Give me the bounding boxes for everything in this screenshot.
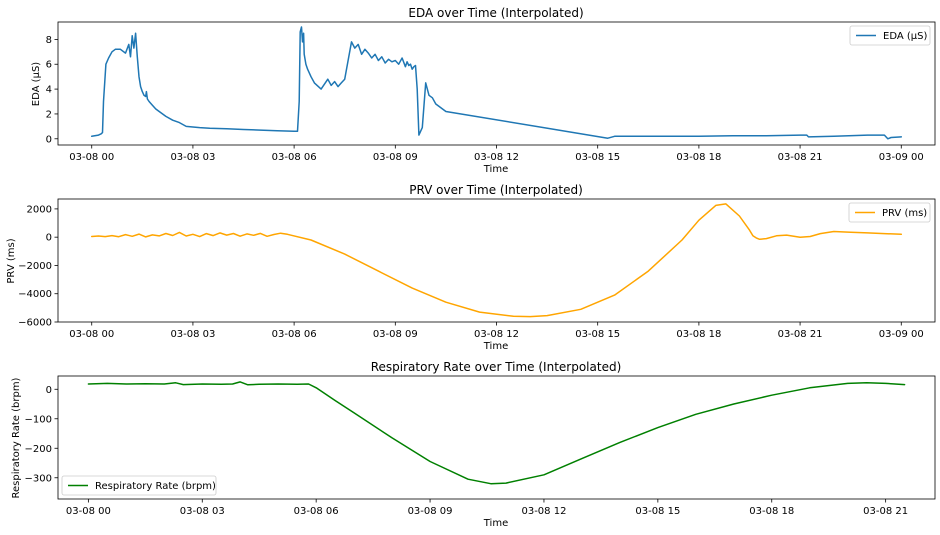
prv-legend: PRV (ms): [848, 202, 931, 223]
eda-x-tick-label: 03-08 03: [170, 152, 215, 163]
eda-x-tick-label: 03-08 18: [676, 152, 721, 163]
prv-y-tick-label: 2000: [27, 204, 52, 215]
prv-x-tick-label: 03-08 00: [69, 329, 114, 340]
eda-x-tick-label: 03-08 00: [69, 152, 114, 163]
resp-chart: Respiratory Rate over Time (Interpolated…: [11, 360, 936, 529]
eda-x-axis-label: Time: [483, 164, 508, 175]
eda-series-line: [90, 26, 903, 140]
resp-y-ticks: −300 −200 −100 0: [25, 385, 58, 484]
prv-y-tick-label: −6000: [18, 318, 52, 329]
prv-x-tick-label: 03-08 21: [778, 329, 823, 340]
eda-x-tick-label: 03-08 06: [272, 152, 317, 163]
eda-y-tick-label: 6: [46, 60, 52, 71]
resp-series-line: [87, 381, 906, 485]
resp-x-tick-label: 03-08 12: [521, 506, 566, 517]
prv-chart: PRV over Time (Interpolated) 03-08 00 03-…: [6, 183, 936, 352]
prv-plot-area: [90, 203, 903, 318]
eda-legend: EDA (μS): [849, 25, 931, 46]
resp-x-tick-label: 03-08 00: [66, 506, 111, 517]
eda-x-tick-label: 03-09 00: [879, 152, 924, 163]
prv-x-tick-label: 03-08 09: [373, 329, 418, 340]
prv-y-axis-label: PRV (ms): [6, 238, 17, 283]
resp-plot-area: [87, 381, 906, 485]
eda-x-tick-label: 03-08 12: [474, 152, 519, 163]
prv-x-tick-label: 03-08 03: [170, 329, 215, 340]
resp-legend: Respiratory Rate (brpm): [61, 475, 217, 496]
prv-x-tick-label: 03-08 06: [272, 329, 317, 340]
resp-y-tick-label: −100: [25, 414, 52, 425]
eda-y-axis-label: EDA (μS): [31, 62, 42, 106]
resp-y-tick-label: −200: [25, 444, 52, 455]
resp-x-tick-label: 03-08 21: [863, 506, 908, 517]
resp-chart-title: Respiratory Rate over Time (Interpolated…: [371, 360, 622, 374]
eda-chart: EDA over Time (Interpolated) 03-08 00 03-…: [31, 6, 936, 175]
prv-x-tick-label: 03-08 12: [474, 329, 519, 340]
eda-plot-area: [90, 26, 903, 140]
eda-x-tick-label: 03-08 09: [373, 152, 418, 163]
resp-x-axis-label: Time: [483, 518, 508, 529]
prv-y-ticks: −6000 −4000 −2000 0 2000: [18, 204, 58, 329]
resp-x-tick-label: 03-08 15: [635, 506, 680, 517]
resp-legend-box: [61, 475, 217, 496]
eda-y-tick-label: 8: [46, 35, 52, 46]
eda-x-tick-label: 03-08 15: [575, 152, 620, 163]
resp-axes-frame: [57, 375, 936, 500]
prv-series-line: [90, 203, 903, 318]
prv-y-tick-label: −2000: [18, 261, 52, 272]
prv-x-ticks: 03-08 00 03-08 03 03-08 06 03-08 09 03-08 12…: [69, 322, 924, 340]
eda-x-tick-label: 03-08 21: [778, 152, 823, 163]
resp-x-tick-label: 03-08 18: [749, 506, 794, 517]
eda-y-ticks: 0 2 4 6 8: [46, 35, 58, 145]
prv-chart-title: PRV over Time (Interpolated): [409, 183, 583, 197]
eda-legend-box: [849, 25, 931, 46]
resp-x-tick-label: 03-08 03: [180, 506, 225, 517]
resp-x-tick-label: 03-08 09: [408, 506, 453, 517]
prv-x-axis-label: Time: [483, 341, 508, 352]
prv-x-tick-label: 03-08 18: [676, 329, 721, 340]
eda-chart-title: EDA over Time (Interpolated): [408, 6, 583, 20]
prv-legend-label: PRV (ms): [882, 208, 927, 219]
eda-y-tick-label: 4: [46, 85, 52, 96]
eda-legend-label: EDA (μS): [883, 31, 927, 42]
resp-x-tick-label: 03-08 06: [294, 506, 339, 517]
resp-legend-label: Respiratory Rate (brpm): [95, 481, 216, 492]
prv-y-tick-label: −4000: [18, 289, 52, 300]
prv-x-tick-label: 03-09 00: [879, 329, 924, 340]
prv-legend-box: [848, 202, 931, 223]
prv-y-tick-label: 0: [46, 233, 52, 244]
eda-y-tick-label: 0: [46, 134, 52, 145]
eda-y-tick-label: 2: [46, 109, 52, 120]
eda-x-ticks: 03-08 00 03-08 03 03-08 06 03-08 09 03-08 12…: [69, 145, 924, 163]
resp-y-axis-label: Respiratory Rate (brpm): [11, 377, 22, 498]
resp-x-ticks: 03-08 00 03-08 03 03-08 06 03-08 09 03-08 12…: [66, 499, 908, 517]
resp-y-tick-label: −300: [25, 473, 52, 484]
resp-y-tick-label: 0: [46, 385, 52, 396]
prv-x-tick-label: 03-08 15: [575, 329, 620, 340]
